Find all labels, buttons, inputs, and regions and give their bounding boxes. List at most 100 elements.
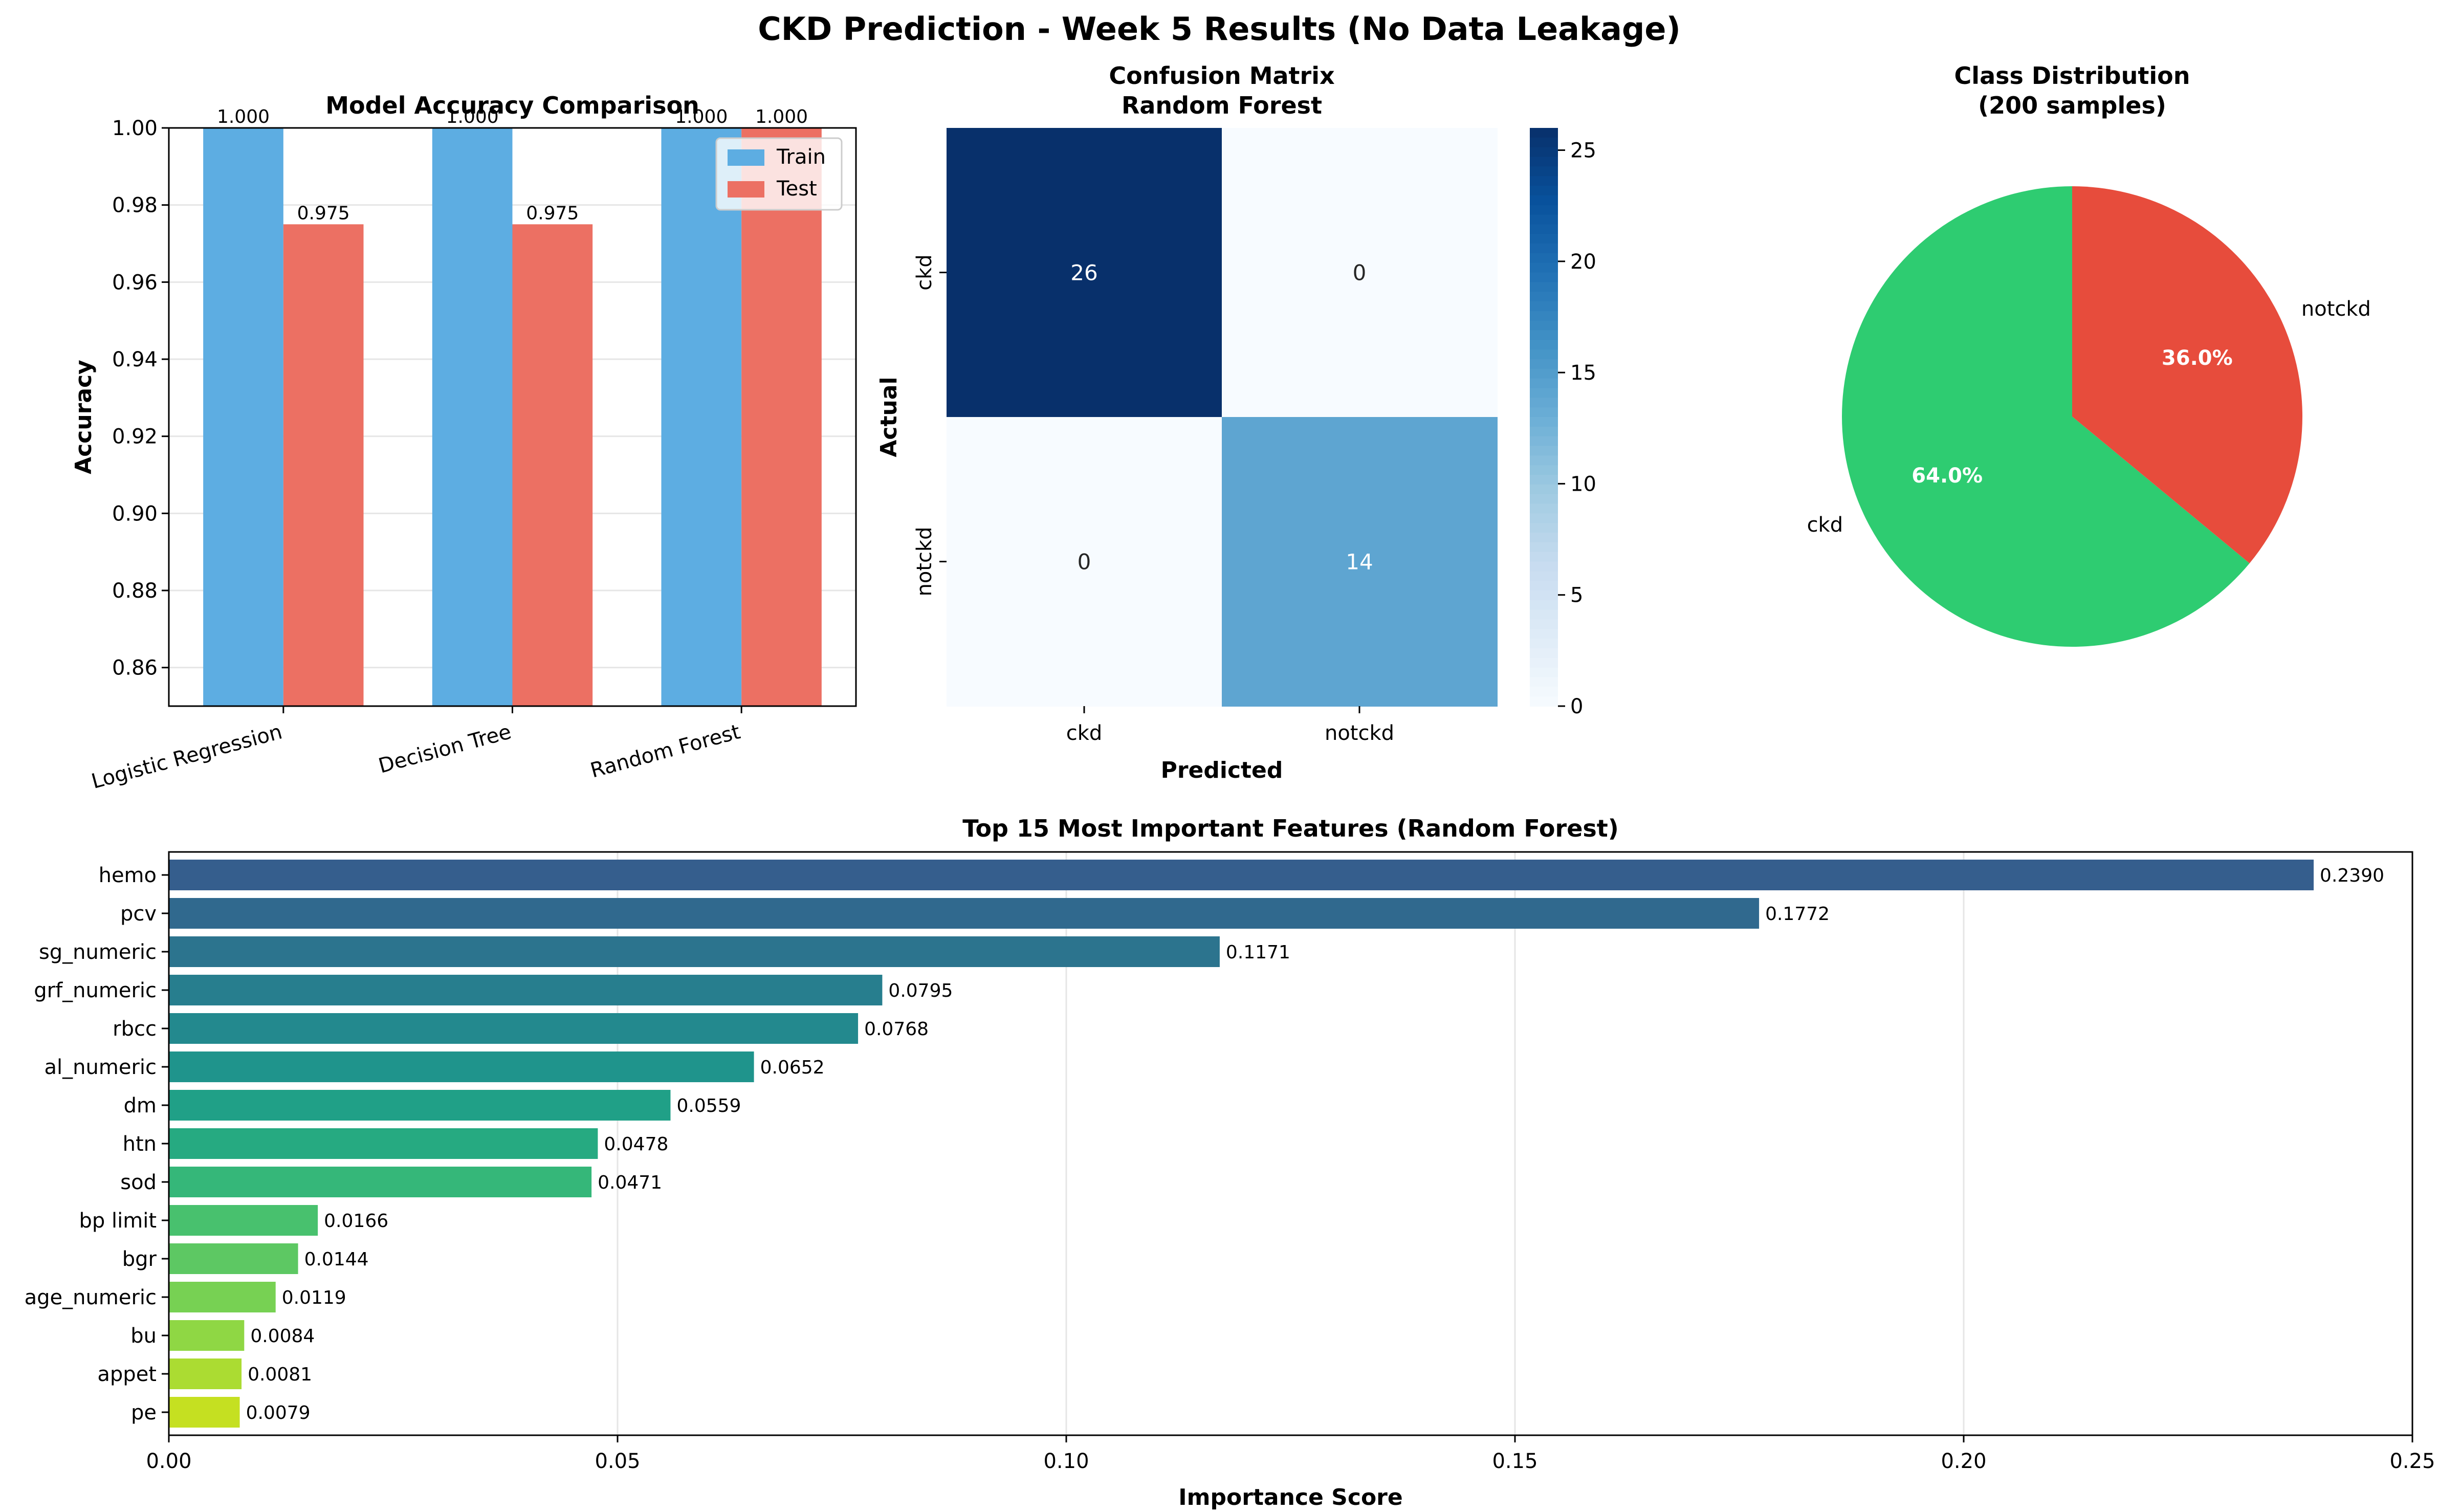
colorbar-segment	[1530, 465, 1558, 475]
colorbar-segment	[1530, 417, 1558, 427]
y-tick-label: appet	[97, 1363, 157, 1386]
bar-value-label: 0.0471	[598, 1172, 662, 1193]
colorbar-segment	[1530, 446, 1558, 456]
y-tick-label: 0.94	[112, 348, 158, 371]
chart-title: Top 15 Most Important Features (Random F…	[962, 815, 1619, 842]
colorbar-segment	[1530, 224, 1558, 235]
colorbar-segment	[1530, 368, 1558, 379]
pie-label: ckd	[1807, 513, 1843, 537]
colorbar-segment	[1530, 186, 1558, 196]
bar-value-label: 0.975	[297, 203, 350, 224]
colorbar-segment	[1530, 320, 1558, 331]
colorbar-tick-label: 25	[1570, 139, 1596, 162]
chart-title: Random Forest	[1122, 92, 1322, 119]
bar-value-label: 0.0081	[248, 1364, 312, 1385]
y-tick-label: dm	[124, 1094, 157, 1117]
bar-train	[661, 128, 742, 706]
colorbar-tick-label: 10	[1570, 472, 1596, 496]
y-tick-label: 0.90	[112, 502, 158, 525]
feature-bar	[169, 1358, 242, 1389]
colorbar-segment	[1530, 533, 1558, 543]
bar-test	[741, 128, 822, 706]
colorbar-segment	[1530, 455, 1558, 466]
y-tick-label: pcv	[120, 902, 157, 926]
feature-bar	[169, 860, 2314, 890]
pie-slice-ckd	[1842, 186, 2250, 647]
colorbar-segment	[1530, 292, 1558, 302]
x-tick-label: 0.10	[1043, 1450, 1089, 1473]
colorbar-segment	[1530, 426, 1558, 437]
class-distribution-chart: ckd 64.0% notckd 36.0% Class Distribution(20…	[1807, 62, 2371, 647]
colorbar-segment	[1530, 166, 1558, 177]
y-tick-label: bp limit	[79, 1209, 157, 1233]
bar-value-label: 0.0559	[676, 1095, 741, 1116]
cell-value-label: 0	[1078, 550, 1091, 575]
colorbar-segment	[1530, 590, 1558, 601]
heatmap-cell	[947, 128, 1222, 418]
legend-swatch	[728, 149, 764, 166]
colorbar-segment	[1530, 436, 1558, 447]
confusion-matrix-chart: 26 0 0 14 ckd notckd ckd notckd Predicted Actual C…	[876, 62, 1596, 783]
colorbar-segment	[1530, 639, 1558, 649]
colorbar-segment	[1530, 214, 1558, 225]
colorbar-segment	[1530, 398, 1558, 408]
colorbar-segment	[1530, 571, 1558, 582]
bar-value-label: 1.000	[755, 106, 808, 127]
colorbar-segment	[1530, 581, 1558, 591]
bar-value-label: 0.0079	[246, 1403, 311, 1423]
feature-bar	[169, 1320, 245, 1351]
colorbar-segment	[1530, 475, 1558, 485]
x-tick-label: 0.20	[1941, 1450, 1986, 1473]
colorbar-segment	[1530, 157, 1558, 167]
x-tick-label: 0.00	[146, 1450, 191, 1473]
colorbar-segment	[1530, 494, 1558, 505]
colorbar-tick-label: 20	[1570, 250, 1596, 274]
pie-percent-label: 36.0%	[2162, 346, 2233, 370]
colorbar-segment	[1530, 629, 1558, 640]
bar-test	[283, 224, 364, 706]
plot-frame	[168, 851, 2413, 1436]
cell-value-label: 0	[1353, 260, 1367, 286]
feature-bar	[169, 975, 883, 1005]
feature-bar	[169, 1051, 754, 1082]
x-tick-label: notckd	[1325, 721, 1394, 745]
x-axis-label: Predicted	[1161, 757, 1283, 783]
colorbar-segment	[1530, 687, 1558, 697]
x-axis-label: Importance Score	[1178, 1484, 1402, 1510]
feature-bar	[169, 1167, 592, 1197]
bar-value-label: 1.000	[675, 106, 728, 127]
colorbar-segment	[1530, 340, 1558, 350]
x-tick-label: 0.05	[595, 1450, 640, 1473]
y-axis-label: Actual	[876, 377, 902, 457]
colorbar-tick-label: 0	[1570, 695, 1583, 718]
x-tick-label: 0.15	[1492, 1450, 1537, 1473]
colorbar-segment	[1530, 301, 1558, 312]
x-tick-label: 0.25	[2389, 1450, 2435, 1473]
feature-bar	[169, 1243, 298, 1274]
bar-value-label: 0.0768	[864, 1019, 929, 1040]
y-axis-label: Accuracy	[71, 360, 97, 474]
colorbar-segment	[1530, 542, 1558, 553]
colorbar-segment	[1530, 619, 1558, 630]
colorbar-segment	[1530, 205, 1558, 215]
feature-bar	[169, 898, 1760, 929]
bar-value-label: 0.0652	[760, 1057, 825, 1078]
bar-value-label: 0.2390	[2320, 865, 2384, 886]
pie-percent-label: 64.0%	[1911, 464, 1983, 488]
colorbar-segment	[1530, 272, 1558, 283]
x-tick-label: ckd	[1066, 721, 1103, 745]
colorbar-segment	[1530, 667, 1558, 678]
colorbar-segment	[1530, 128, 1558, 138]
bar-value-label: 0.0144	[304, 1249, 369, 1270]
figure-title: CKD Prediction - Week 5 Results (No Data…	[758, 10, 1681, 48]
bar-value-label: 0.975	[526, 203, 579, 224]
y-tick-label: 1.00	[112, 117, 158, 140]
colorbar-segment	[1530, 388, 1558, 399]
feature-bar	[169, 1013, 859, 1044]
colorbar-segment	[1530, 609, 1558, 620]
colorbar-segment	[1530, 244, 1558, 254]
y-tick-label: hemo	[99, 864, 157, 887]
colorbar-segment	[1530, 195, 1558, 206]
y-tick-label: 0.96	[112, 271, 158, 294]
